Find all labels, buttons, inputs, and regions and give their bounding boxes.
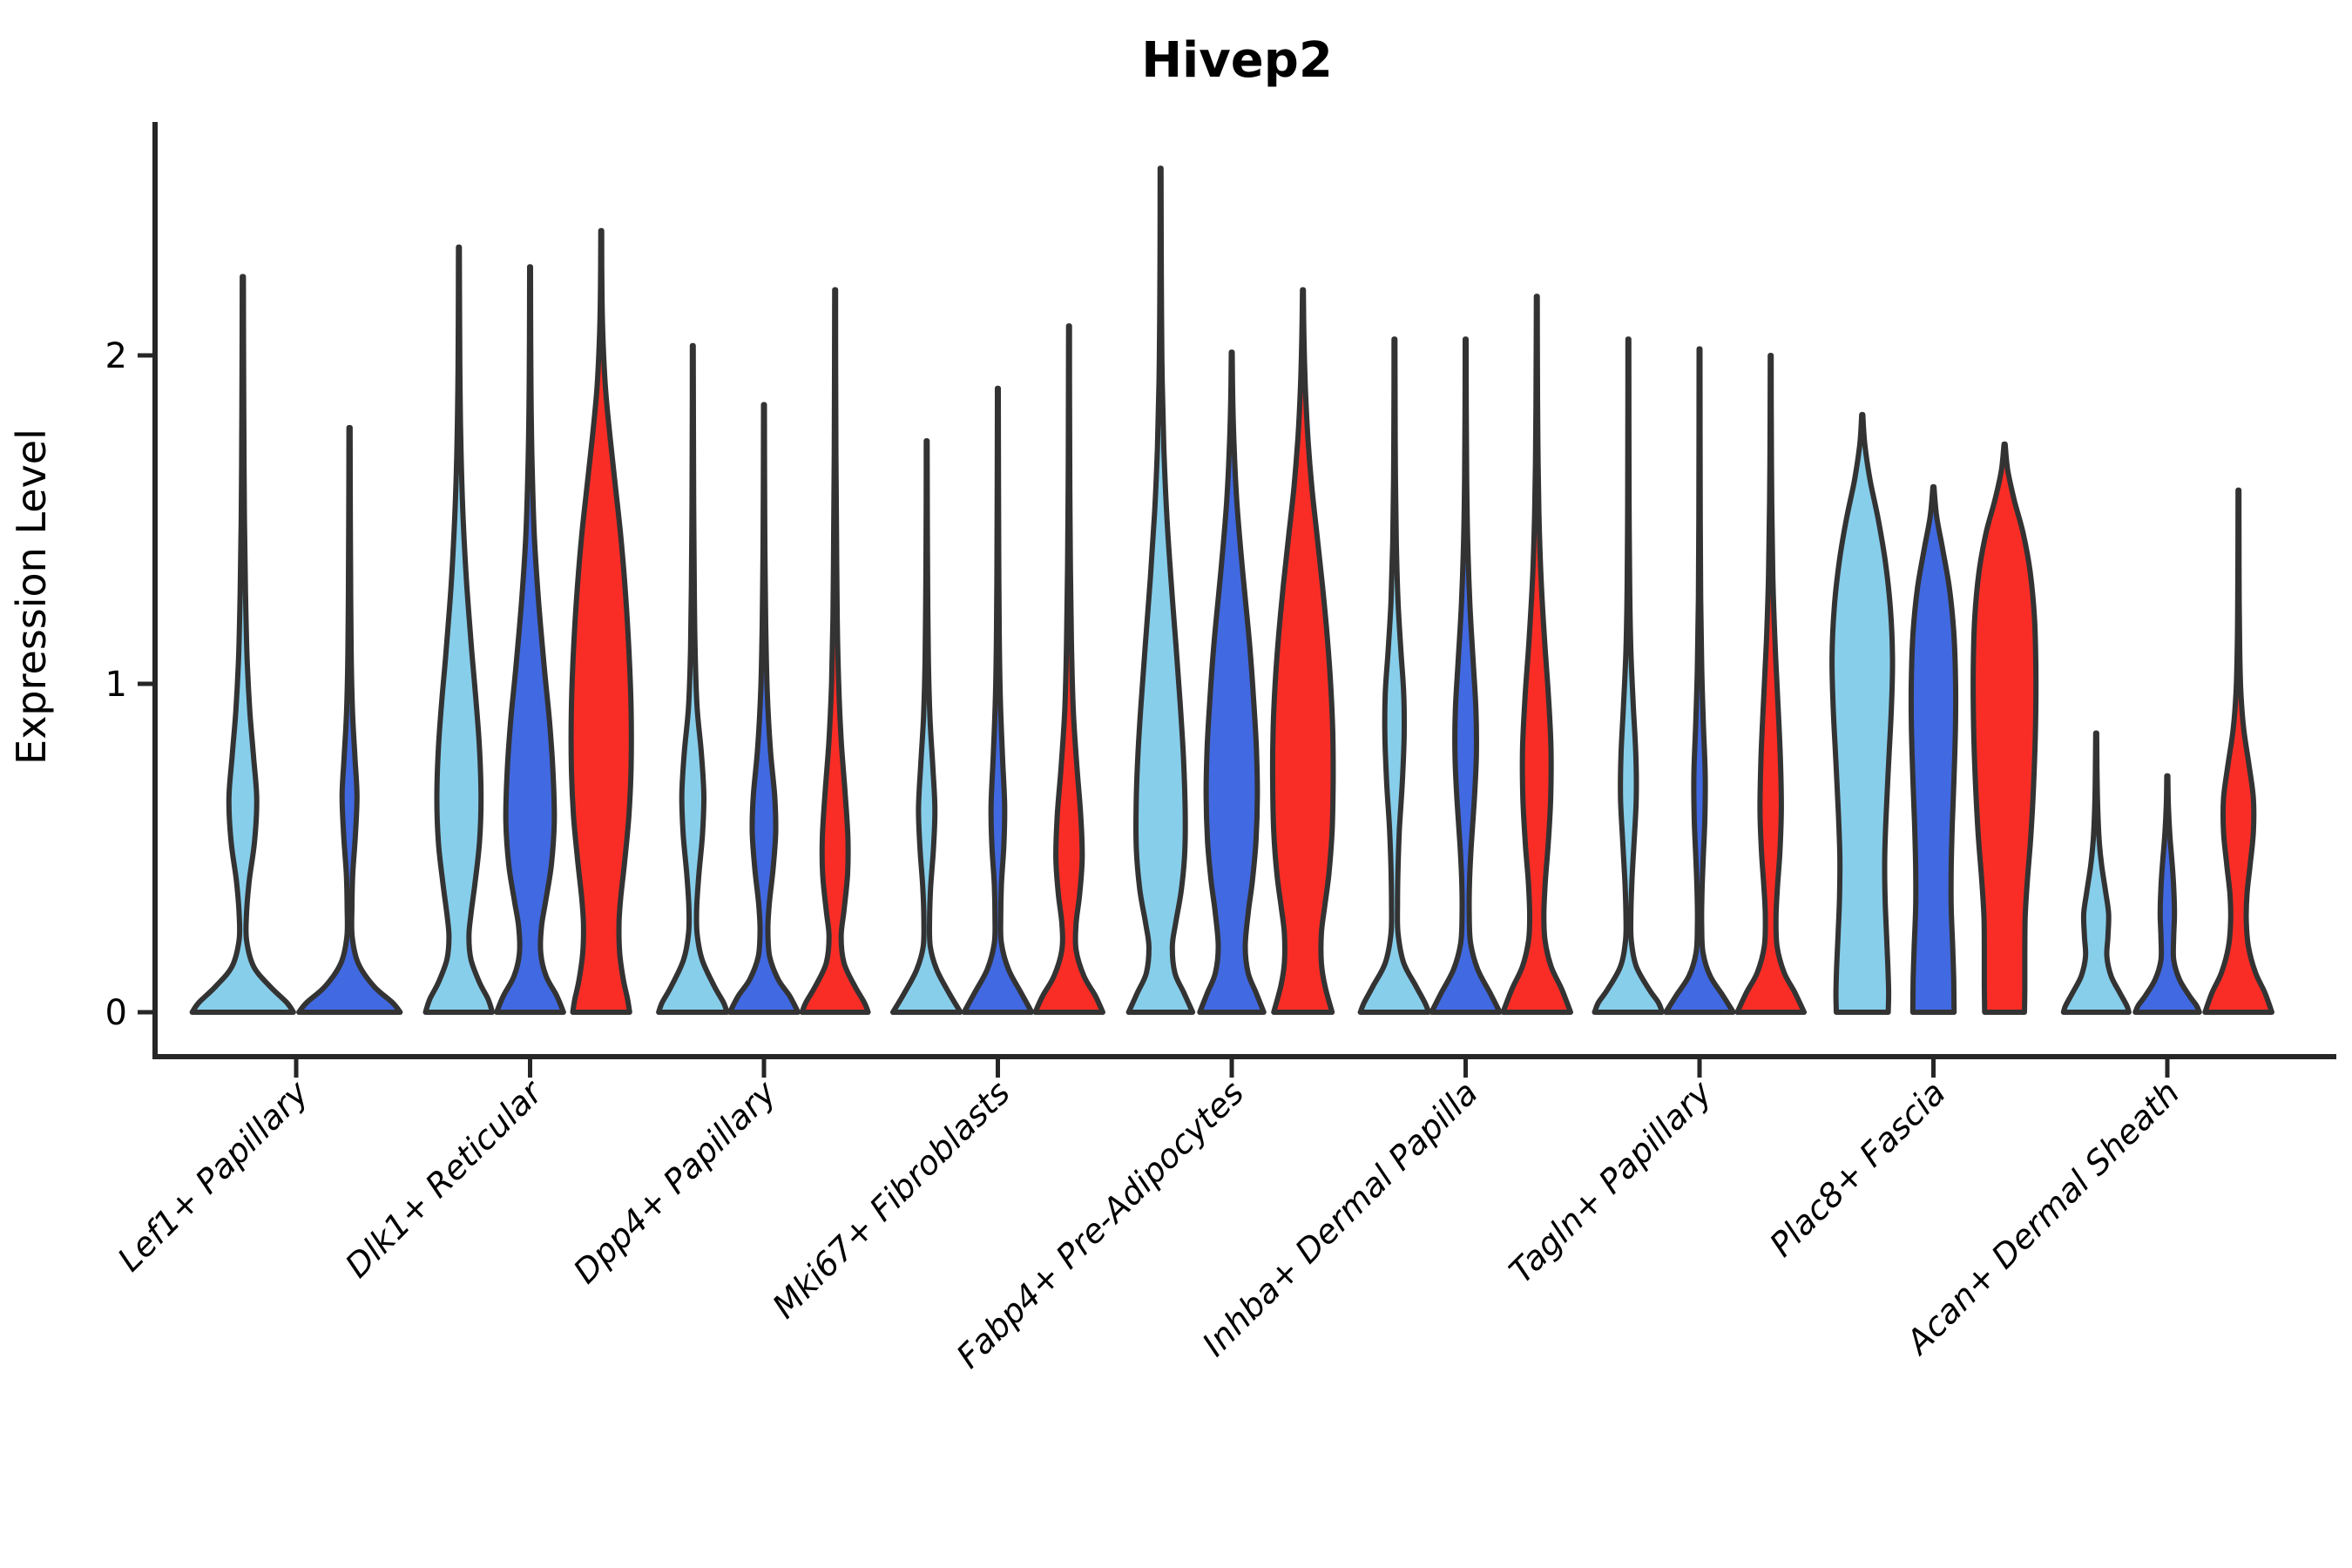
violin-lef1-papillary-royalblue xyxy=(296,424,403,1015)
y-tick-label-1: 1 xyxy=(105,665,127,705)
violin-fabp4-pre-adipocytes-skyblue xyxy=(1125,166,1196,1015)
violin-dpp4-papillary-red xyxy=(799,287,871,1015)
violin-tagln-papillary-royalblue xyxy=(1663,346,1736,1015)
x-tick-label-inhba-dermal-papilla: Inhba+ Dermal Papilla xyxy=(1195,1073,1485,1363)
violin-lef1-papillary-skyblue xyxy=(189,274,296,1015)
violin-mki67-fibroblasts-red xyxy=(1032,323,1105,1015)
violin-inhba-dermal-papilla-royalblue xyxy=(1429,336,1503,1015)
violin-inhba-dermal-papilla-red xyxy=(1500,294,1573,1015)
violins-layer xyxy=(189,166,2274,1015)
x-tick-label-dpp4-papillary: Dpp4+ Papillary xyxy=(566,1073,784,1291)
axes-layer xyxy=(152,122,2336,1059)
violin-mki67-fibroblasts-royalblue xyxy=(961,385,1035,1015)
x-tick-label-dlk1-reticular: Dlk1+ Reticular xyxy=(338,1072,551,1286)
violin-fabp4-pre-adipocytes-royalblue xyxy=(1197,349,1267,1015)
x-tick-label-lef1-papillary: Lef1+ Papillary xyxy=(111,1073,316,1279)
violin-dpp4-papillary-royalblue xyxy=(727,402,801,1015)
violin-inhba-dermal-papilla-skyblue xyxy=(1357,336,1431,1015)
x-tick-label-acan-dermal-sheath: Acan+ Dermal Sheath xyxy=(1897,1073,2187,1363)
violin-acan-dermal-sheath-skyblue xyxy=(2060,730,2132,1015)
x-tick-label-mki67-fibroblasts: Mki67+ Fibroblasts xyxy=(765,1073,1017,1326)
violin-acan-dermal-sheath-red xyxy=(2202,487,2274,1015)
violin-tagln-papillary-red xyxy=(1734,353,1808,1015)
violin-plac8-fascia-skyblue xyxy=(1829,411,1896,1015)
violin-dpp4-papillary-skyblue xyxy=(656,342,730,1015)
x-tick-label-tagln-papillary: Tagln+ Papillary xyxy=(1502,1073,1720,1291)
violin-dlk1-reticular-royalblue xyxy=(494,264,566,1015)
violin-plac8-fascia-royalblue xyxy=(1908,483,1959,1015)
x-tick-label-plac8-fascia: Plac8+ Fascia xyxy=(1762,1073,1953,1264)
y-axis-label: Expression Level xyxy=(8,429,55,765)
y-tick-label-0: 0 xyxy=(105,993,127,1033)
violin-dlk1-reticular-red xyxy=(568,227,634,1015)
violin-fabp4-pre-adipocytes-red xyxy=(1269,287,1336,1015)
violin-dlk1-reticular-skyblue xyxy=(422,244,496,1015)
y-tick-label-2: 2 xyxy=(105,336,127,376)
chart-title: Hivep2 xyxy=(1141,32,1333,89)
violin-plac8-fascia-red xyxy=(1970,441,2039,1015)
violin-acan-dermal-sheath-royalblue xyxy=(2132,773,2202,1015)
violin-tagln-papillary-skyblue xyxy=(1592,336,1666,1015)
violin-mki67-fibroblasts-skyblue xyxy=(890,438,963,1015)
